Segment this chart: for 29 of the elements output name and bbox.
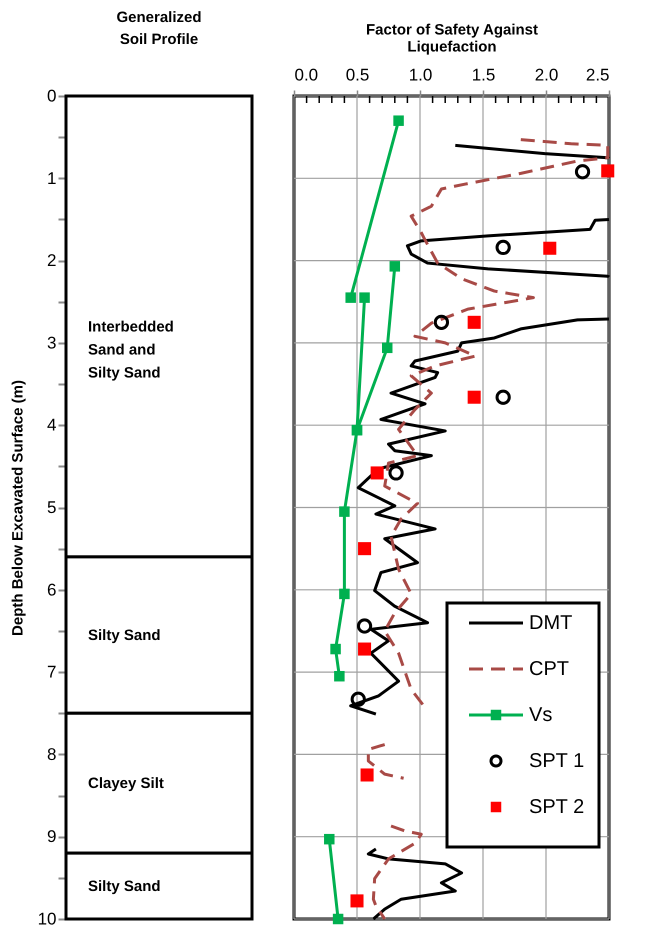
x-axis-title: Factor of Safety Against Liquefaction bbox=[366, 22, 538, 56]
legend-label: DMT bbox=[529, 612, 572, 634]
y-tick-label: 6 bbox=[47, 580, 56, 600]
y-tick-label: 0 bbox=[47, 86, 56, 106]
x-tick-label: 0.5 bbox=[346, 66, 370, 84]
y-axis-title: Depth Below Excavated Surface (m) bbox=[10, 380, 27, 636]
legend-label: SPT 2 bbox=[529, 796, 584, 818]
legend-label: CPT bbox=[529, 658, 569, 680]
y-tick-label: 1 bbox=[47, 168, 56, 188]
y-tick-label: 2 bbox=[47, 251, 56, 270]
x-tick-label: 0.0 bbox=[294, 66, 318, 84]
x-tick-label: 2.5 bbox=[586, 66, 610, 84]
series-label: Clayey Silt bbox=[88, 775, 164, 792]
x-tick-label: 1.5 bbox=[472, 66, 496, 84]
series-label: Silty Sand bbox=[88, 627, 161, 644]
y-tick-label: 4 bbox=[47, 416, 56, 435]
x-tick-label: 1.0 bbox=[408, 66, 432, 84]
legend-label: Vs bbox=[529, 704, 552, 726]
y-tick-label: 10 bbox=[38, 910, 56, 928]
series-label: Interbedded Sand and Silty Sand bbox=[88, 318, 174, 382]
x-tick-label: 2.0 bbox=[534, 66, 558, 84]
y-tick-label: 8 bbox=[47, 744, 56, 764]
y-tick-label: 9 bbox=[47, 827, 56, 846]
chart-title: Generalized Soil Profile bbox=[116, 9, 202, 48]
y-tick-label: 5 bbox=[47, 498, 56, 517]
y-tick-label: 3 bbox=[47, 333, 56, 352]
legend-label: SPT 1 bbox=[529, 750, 584, 772]
series-label: Silty Sand bbox=[88, 878, 161, 896]
y-tick-label: 7 bbox=[47, 662, 56, 682]
